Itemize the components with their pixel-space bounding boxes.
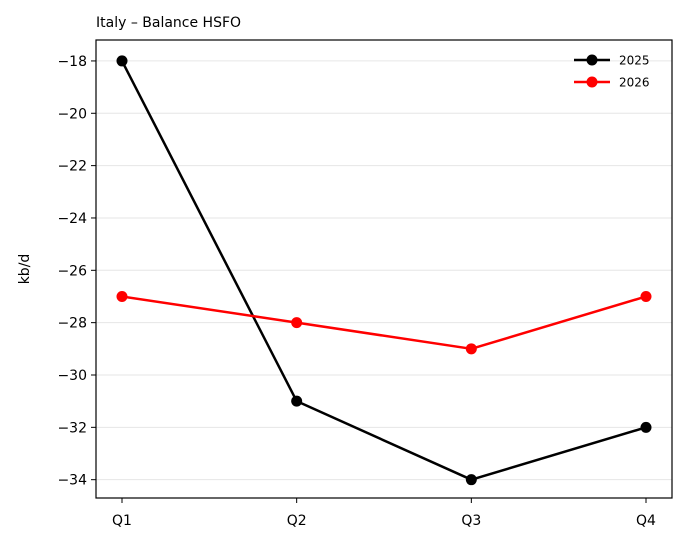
data-point-2025 bbox=[640, 421, 652, 433]
y-axis: −18 −20 −22 −24 −26 −28 −30 −32 −34 bbox=[57, 54, 96, 489]
data-point-2026 bbox=[291, 317, 303, 329]
legend: 2025 2026 bbox=[574, 54, 650, 90]
data-point-2025 bbox=[291, 395, 303, 407]
series-group bbox=[116, 55, 652, 486]
series-line-2026 bbox=[121, 295, 647, 351]
y-axis-label: kb/d bbox=[17, 254, 33, 285]
data-point-2025 bbox=[465, 474, 477, 486]
data-point-2026 bbox=[640, 290, 652, 302]
data-point-2026 bbox=[116, 290, 128, 302]
x-tick-label: Q4 bbox=[636, 513, 656, 529]
x-axis: Q1 Q2 Q3 Q4 bbox=[112, 498, 656, 529]
grid-lines bbox=[96, 60, 672, 481]
y-tick-label: −34 bbox=[57, 473, 87, 489]
y-tick-label: −26 bbox=[57, 263, 87, 279]
x-tick-label: Q3 bbox=[461, 513, 481, 529]
data-point-2026 bbox=[465, 343, 477, 355]
y-tick-label: −28 bbox=[57, 316, 87, 332]
x-tick-label: Q2 bbox=[287, 513, 307, 529]
data-point-2025 bbox=[116, 55, 128, 67]
x-tick-label: Q1 bbox=[112, 513, 132, 529]
y-tick-label: −22 bbox=[57, 159, 87, 175]
series-line-2025 bbox=[120, 60, 647, 481]
legend-label-2025: 2025 bbox=[619, 54, 650, 68]
legend-label-2026: 2026 bbox=[619, 76, 650, 90]
legend-marker-2026 bbox=[586, 76, 598, 88]
plot-frame bbox=[95, 39, 673, 499]
y-tick-label: −32 bbox=[57, 420, 87, 436]
chart-title: Italy – Balance HSFO bbox=[96, 15, 241, 31]
y-tick-label: −24 bbox=[57, 211, 87, 227]
y-tick-label: −30 bbox=[57, 368, 87, 384]
y-tick-label: −20 bbox=[57, 106, 87, 122]
y-tick-label: −18 bbox=[57, 54, 87, 70]
legend-marker-2025 bbox=[586, 54, 598, 66]
